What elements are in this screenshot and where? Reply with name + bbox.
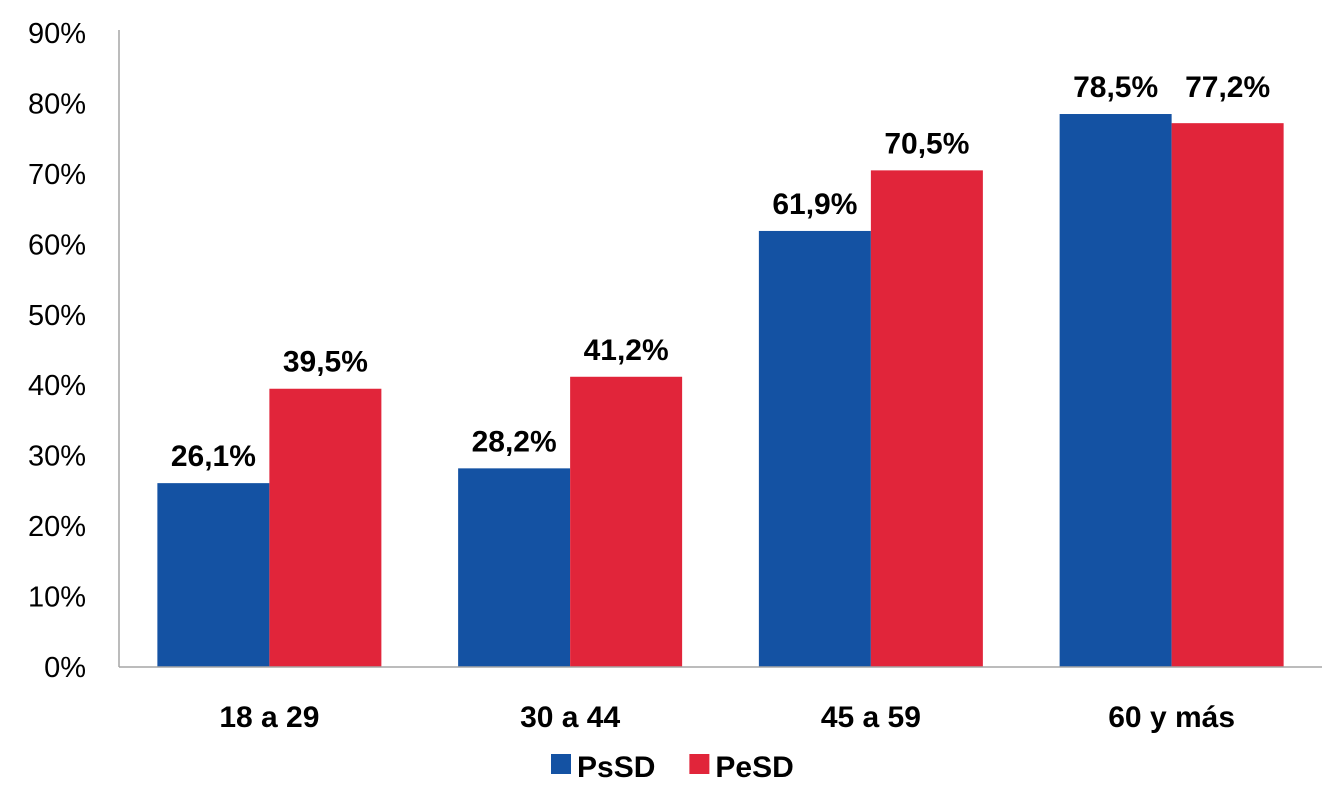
y-tick-label: 30% xyxy=(28,441,86,473)
bar-pesd xyxy=(269,388,382,667)
data-label: 61,9% xyxy=(772,188,857,221)
legend-swatch-pssd xyxy=(551,754,571,774)
x-axis: 18 a 29 30 a 44 45 a 59 60 y más xyxy=(119,666,1322,734)
y-tick-label: 40% xyxy=(28,370,86,402)
bar-pesd xyxy=(1171,123,1284,668)
data-label: 26,1% xyxy=(171,440,256,473)
data-label: 70,5% xyxy=(884,127,969,160)
bars xyxy=(157,114,1284,668)
legend: PsSD PeSD xyxy=(551,751,794,784)
y-tick-label: 60% xyxy=(28,229,86,261)
y-axis: 0% 10% 20% 30% 40% 50% 60% 70% 80% 90% xyxy=(28,18,120,684)
bar-pssd xyxy=(458,468,571,667)
x-tick-label: 30 a 44 xyxy=(520,701,620,734)
data-label: 77,2% xyxy=(1185,71,1270,104)
data-label: 28,2% xyxy=(472,425,557,458)
y-tick-label: 90% xyxy=(28,18,86,50)
bar-pssd xyxy=(758,230,871,667)
legend-label-pesd: PeSD xyxy=(715,751,793,784)
y-tick-label: 70% xyxy=(28,159,86,191)
x-tick-label: 45 a 59 xyxy=(821,701,921,734)
y-tick-label: 50% xyxy=(28,300,86,332)
y-tick-label: 20% xyxy=(28,511,86,543)
data-label: 78,5% xyxy=(1073,71,1158,104)
legend-swatch-pesd xyxy=(689,754,710,774)
y-tick-label: 10% xyxy=(28,582,86,614)
bar-pesd xyxy=(570,376,683,667)
y-tick-label: 80% xyxy=(28,88,86,120)
data-label: 41,2% xyxy=(584,334,669,367)
bar-pssd xyxy=(157,483,270,667)
x-tick-label: 18 a 29 xyxy=(219,701,319,734)
bar-pssd xyxy=(1059,114,1172,667)
legend-label-pssd: PsSD xyxy=(577,751,655,784)
data-labels: 26,1% 39,5% 28,2% 41,2% 61,9% 70,5% 78,5% 77,2% xyxy=(171,71,1270,473)
x-tick-label: 60 y más xyxy=(1108,701,1235,734)
y-tick-label: 0% xyxy=(44,652,86,684)
bar-pesd xyxy=(870,170,983,667)
data-label: 39,5% xyxy=(283,346,368,379)
